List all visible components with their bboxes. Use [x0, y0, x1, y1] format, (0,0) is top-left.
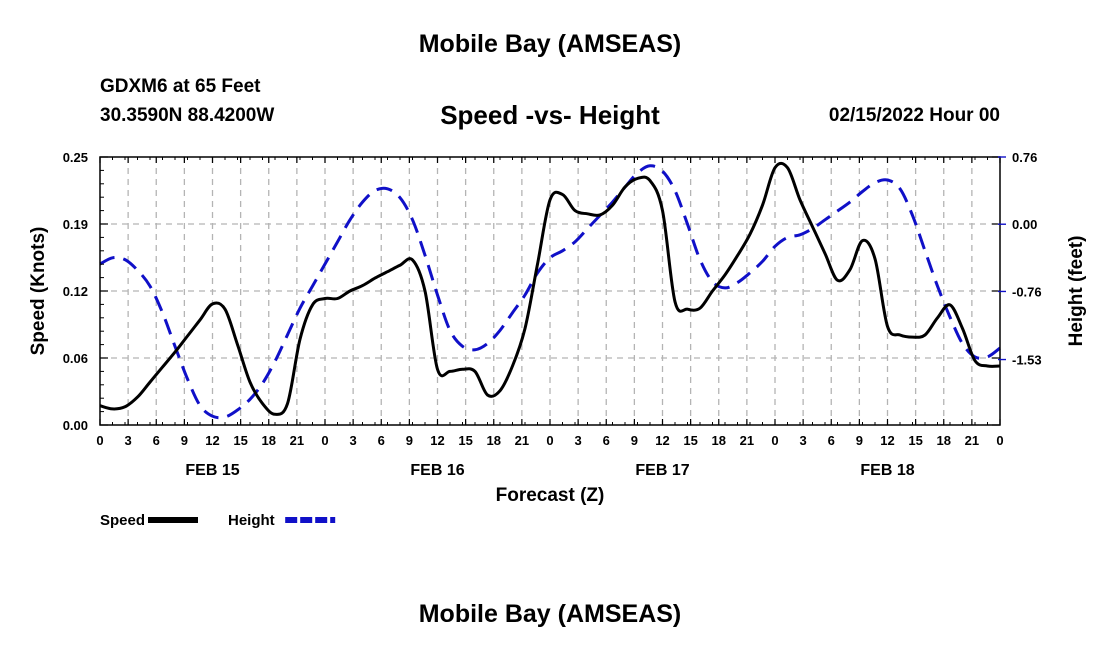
x-date-label: FEB 17: [635, 462, 689, 479]
main-title: Mobile Bay (AMSEAS): [418, 30, 682, 58]
x-tick-label: 18: [487, 433, 501, 448]
x-tick-label: 3: [125, 433, 132, 448]
x-tick-label: 12: [430, 433, 444, 448]
x-tick-label: 18: [712, 433, 726, 448]
x-tick-label: 0: [96, 433, 103, 448]
x-tick-label: 15: [458, 433, 472, 448]
x-tick-label: 6: [378, 433, 385, 448]
x-date-label: FEB 18: [860, 462, 914, 479]
x-tick-label: 0: [996, 433, 1003, 448]
x-tick-label: 21: [290, 433, 304, 448]
series-lines: [99, 161, 1001, 420]
forecast-datetime: 02/15/2022 Hour 00: [828, 105, 1000, 126]
x-tick-label: 6: [153, 433, 160, 448]
y2-axis-label: Height (feet): [1066, 236, 1087, 347]
coordinates-label: 30.3590N 88.4200W: [100, 105, 275, 126]
x-tick-label: 3: [350, 433, 357, 448]
legend-label-speed: Speed: [100, 512, 145, 529]
x-tick-label: 3: [800, 433, 807, 448]
x-tick-label: 0: [321, 433, 328, 448]
x-tick-label: 18: [937, 433, 951, 448]
grid-lines: [100, 157, 1000, 425]
x-tick-label: 12: [655, 433, 669, 448]
x-date-label: FEB 16: [410, 462, 464, 479]
x-tick-label: 9: [406, 433, 413, 448]
x-tick-label: 9: [856, 433, 863, 448]
x-tick-label: 6: [603, 433, 610, 448]
x-tick-label: 15: [683, 433, 697, 448]
axis-ticks: 0 3 6 9 12 15 18 21 0 3 6 9 12 15 18 21 0 3 6 9 12 15 18 21 0 3 6 9…: [63, 150, 1042, 479]
x-tick-label: 18: [262, 433, 276, 448]
y2-tick-label: 0.00: [1012, 217, 1037, 232]
y-tick-label: 0.00: [63, 418, 88, 433]
x-tick-label: 9: [631, 433, 638, 448]
height-series-line: [99, 164, 1001, 420]
station-label: GDXM6 at 65 Feet: [100, 76, 261, 97]
x-tick-label: 21: [965, 433, 979, 448]
chart-title: Speed -vs- Height: [440, 100, 660, 130]
y-tick-label: 0.19: [63, 217, 88, 232]
x-axis-label: Forecast (Z): [496, 485, 605, 506]
y-axis-label: Speed (Knots): [28, 227, 49, 356]
legend-label-height: Height: [228, 512, 275, 529]
y-tick-label: 0.12: [63, 284, 88, 299]
x-tick-label: 12: [880, 433, 894, 448]
x-tick-label: 21: [740, 433, 754, 448]
x-tick-label: 9: [181, 433, 188, 448]
y2-tick-label: -0.76: [1012, 284, 1042, 299]
x-tick-label: 0: [546, 433, 553, 448]
x-tick-label: 0: [771, 433, 778, 448]
x-tick-label: 6: [828, 433, 835, 448]
legend: Speed Height: [100, 512, 336, 529]
x-date-label: FEB 15: [185, 462, 239, 479]
y2-tick-label: -1.53: [1012, 353, 1042, 368]
speed-series-line: [99, 161, 1001, 416]
y2-tick-label: 0.76: [1012, 150, 1037, 165]
x-tick-label: 15: [233, 433, 247, 448]
y-tick-label: 0.25: [63, 150, 88, 165]
x-tick-label: 15: [908, 433, 922, 448]
y-tick-label: 0.06: [63, 351, 88, 366]
x-tick-label: 3: [575, 433, 582, 448]
x-tick-label: 21: [515, 433, 529, 448]
footer-title: Mobile Bay (AMSEAS): [418, 600, 682, 628]
x-tick-label: 12: [205, 433, 219, 448]
